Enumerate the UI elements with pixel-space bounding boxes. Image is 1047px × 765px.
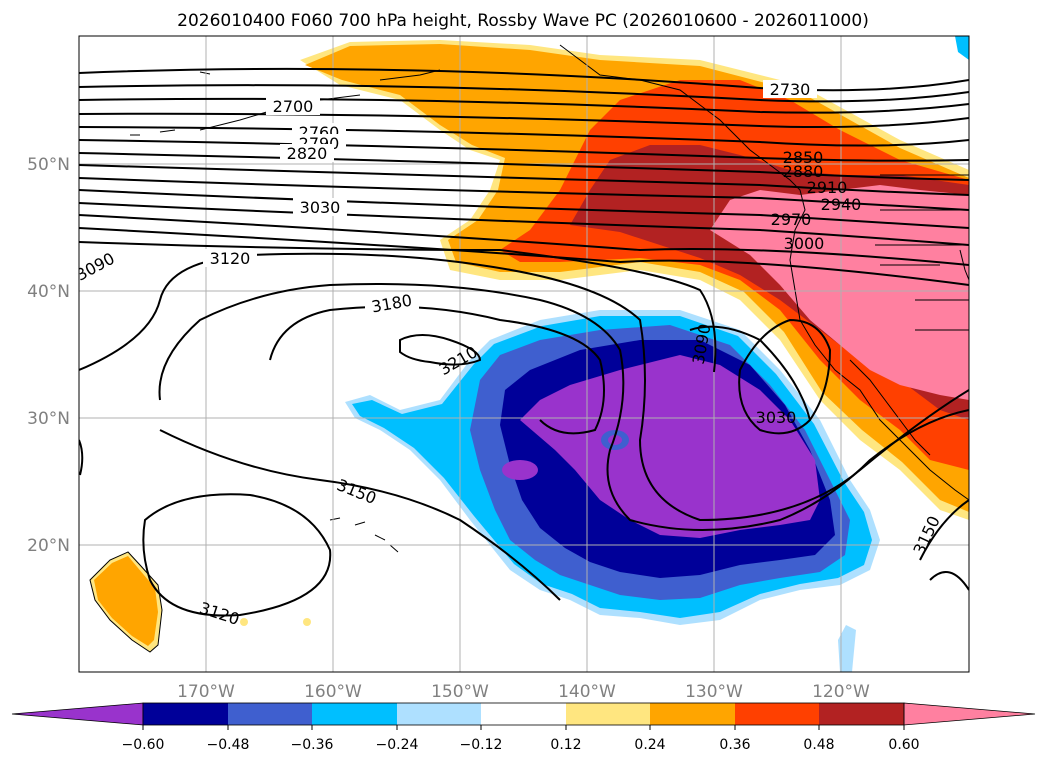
colorbar-segment <box>143 703 228 725</box>
lat-label: 40°N <box>27 282 70 302</box>
lon-label: 160°W <box>304 682 362 702</box>
contour-label: 2700 <box>273 97 314 116</box>
colorbar-segment <box>819 703 904 725</box>
contour-label: 3120 <box>210 249 251 268</box>
colorbar-segment <box>650 703 735 725</box>
map-title: 2026010400 F060 700 hPa height, Rossby W… <box>177 11 869 31</box>
contour-label: 2850 <box>783 148 824 167</box>
contour-label: 2730 <box>770 80 811 99</box>
colorbar-tick-label: −0.48 <box>207 737 250 753</box>
colorbar-segment <box>312 703 397 725</box>
contour-label: 2940 <box>821 195 862 214</box>
map-frame <box>78 35 970 673</box>
colorbar-segment <box>11 702 144 726</box>
contour-label: 3030 <box>756 408 797 427</box>
colorbar-segment <box>228 703 312 725</box>
colorbar-tick-label: −0.12 <box>460 737 503 753</box>
colorbar-tick-label: 0.12 <box>550 737 581 753</box>
colorbar-tick-label: 0.60 <box>888 737 919 753</box>
lon-label: 130°W <box>685 682 743 702</box>
colorbar-tick-label: −0.36 <box>291 737 334 753</box>
colorbar-tick-label: 0.48 <box>803 737 834 753</box>
colorbar-segment <box>735 703 819 725</box>
colorbar: −0.60 −0.48 −0.36 −0.24 −0.12 0.12 0.24 … <box>11 702 1036 753</box>
lon-label: 170°W <box>177 682 235 702</box>
contour-label: 2910 <box>807 178 848 197</box>
contour-label: 3030 <box>300 198 341 217</box>
lon-label: 120°W <box>812 682 870 702</box>
contour-label: 2880 <box>783 162 824 181</box>
latitude-labels: 50°N 40°N 30°N 20°N <box>27 155 70 556</box>
colorbar-segment <box>566 703 650 725</box>
coastlines <box>89 44 969 653</box>
colorbar-tick-label: −0.60 <box>122 737 165 753</box>
negative-anomaly-shading <box>345 36 969 672</box>
longitude-labels: 170°W 160°W 150°W 140°W 130°W 120°W <box>177 682 870 702</box>
map-panel: 2700 2730 2760 2790 2820 2850 2880 2910 … <box>79 36 969 672</box>
colorbar-tick-label: 0.36 <box>719 737 750 753</box>
contour-label: 2970 <box>771 210 812 229</box>
height-contours <box>79 67 969 617</box>
lon-label: 150°W <box>431 682 489 702</box>
lat-label: 20°N <box>27 536 70 556</box>
colorbar-segment <box>481 703 566 725</box>
contour-label: 3000 <box>784 234 825 253</box>
colorbar-segment <box>903 702 1036 726</box>
lat-label: 30°N <box>27 409 70 429</box>
lat-label: 50°N <box>27 155 70 175</box>
colorbar-segment <box>397 703 481 725</box>
colorbar-tick-label: −0.24 <box>376 737 419 753</box>
colorbar-tick-label: 0.24 <box>634 737 665 753</box>
lon-label: 140°W <box>558 682 616 702</box>
contour-label: 2820 <box>287 144 328 163</box>
